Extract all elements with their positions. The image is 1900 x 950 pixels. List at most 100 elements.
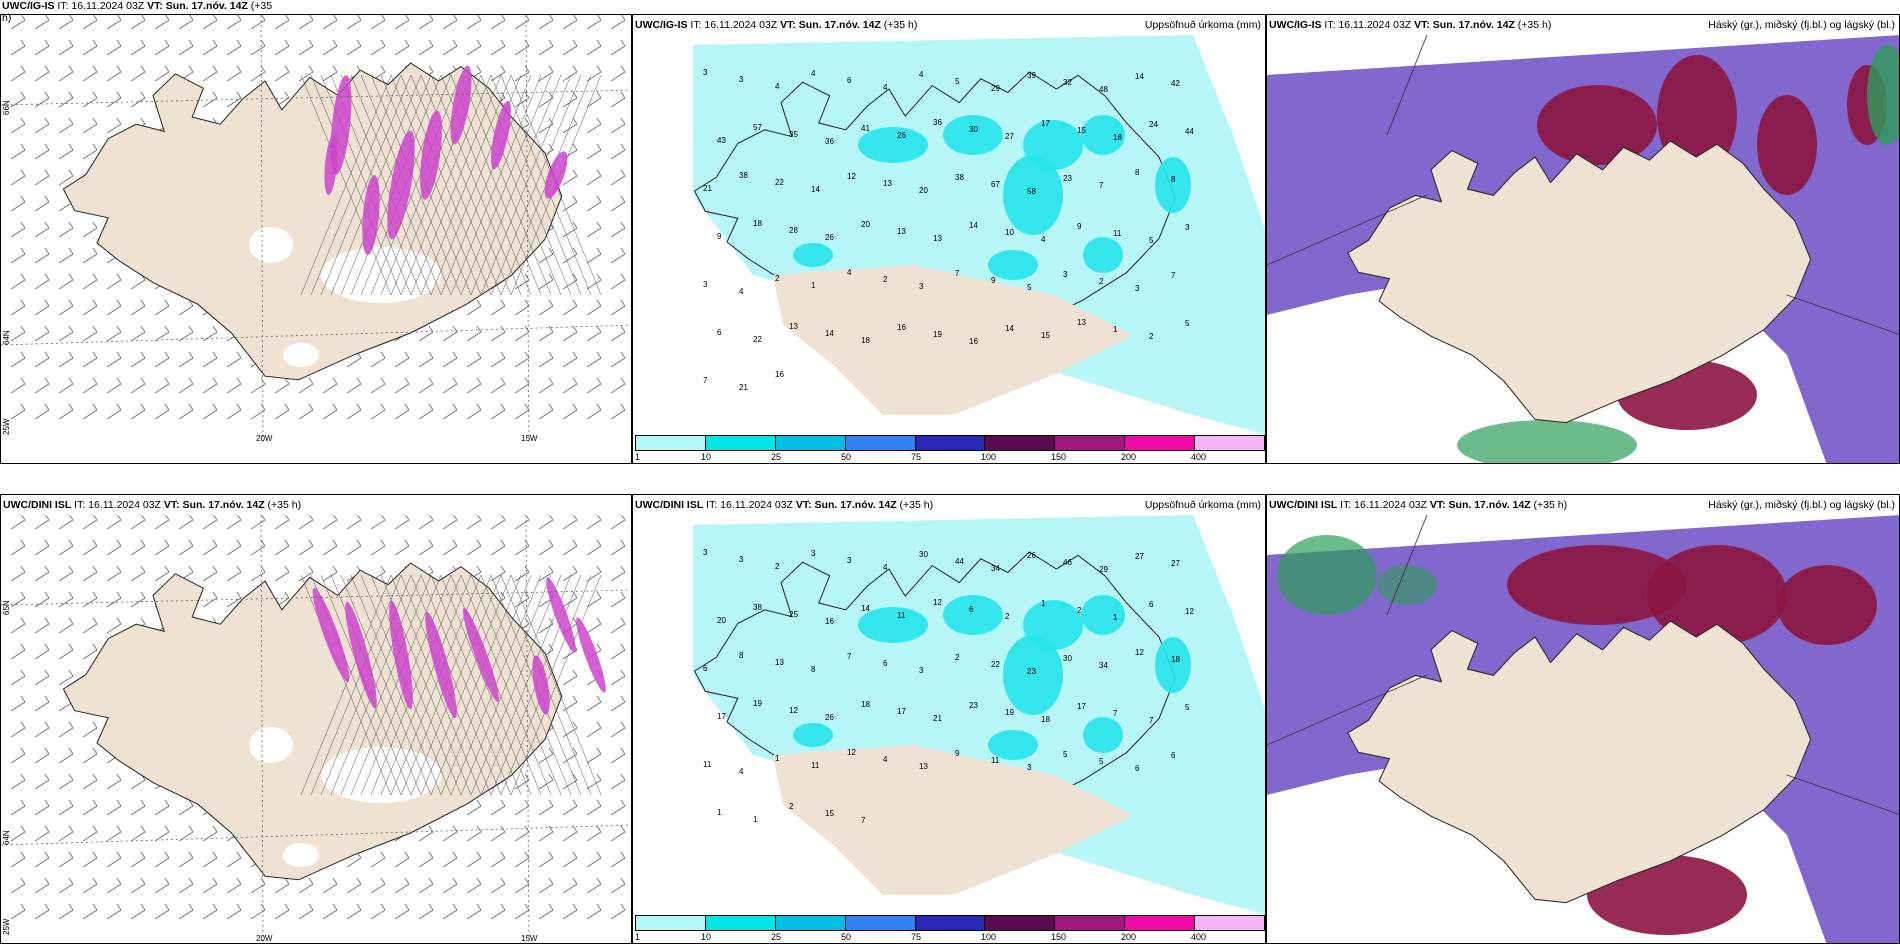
wind-barb (466, 515, 482, 530)
wind-barb (34, 773, 50, 790)
wind-barb (130, 851, 146, 868)
wind-barb (562, 195, 578, 212)
wind-barb (466, 325, 482, 342)
wind-barb (250, 565, 266, 582)
wind-barb (298, 377, 314, 394)
wind-barb (562, 903, 578, 920)
wind-barb (610, 773, 626, 790)
wind-barb (514, 851, 530, 868)
wind-barb (202, 377, 218, 394)
precip-value: 38 (753, 603, 762, 612)
wind-barb (58, 403, 74, 420)
wind-barb (130, 903, 146, 920)
wind-barb (106, 377, 122, 394)
cloud-low (1377, 565, 1437, 605)
wind-barb (10, 117, 26, 134)
wind-barb (82, 565, 98, 582)
title-clouds-2: UWC/DINI ISL IT: 16.11.2024 03Z VT: Sun.… (1269, 499, 1568, 511)
precip-value: 32 (1063, 78, 1072, 87)
wind-barb (58, 351, 74, 368)
wind-barb (106, 91, 122, 108)
wind-barb (226, 515, 242, 530)
precip-value: 7 (1099, 181, 1104, 190)
wind-barb (562, 877, 578, 894)
wind-barb (58, 799, 74, 816)
precip-value: 2 (883, 275, 888, 284)
panel-clouds-1: UWC/IG-IS IT: 16.11.2024 03Z VT: Sun. 17… (1266, 14, 1900, 464)
precip-value: 4 (775, 82, 780, 91)
wind-barb (538, 851, 554, 868)
wind-barb (562, 851, 578, 868)
wind-barb (610, 669, 626, 686)
wind-barb (34, 247, 50, 264)
colorbar-ticks-2: 1 10 25 50 75 100 150 200 400 (635, 932, 1265, 943)
precip-value: 19 (1005, 708, 1014, 717)
precip-value: 8 (811, 665, 816, 674)
wind-barb (106, 299, 122, 316)
precip-value: 1 (1113, 613, 1118, 622)
cloud-high (1507, 545, 1687, 625)
wind-barb (586, 221, 602, 238)
wind-barb (562, 39, 578, 56)
wind-barb (34, 643, 50, 660)
precip-value: 2 (955, 653, 960, 662)
wind-barb (82, 851, 98, 868)
wind-barb (154, 903, 170, 920)
wind-barb (562, 117, 578, 134)
wind-barb (34, 221, 50, 238)
wind-barb (226, 91, 242, 108)
wind-barb (298, 565, 314, 582)
wind-barb (298, 403, 314, 420)
wind-barb (514, 377, 530, 394)
wind-barb (538, 903, 554, 920)
wind-barb (106, 799, 122, 816)
wind-barb (82, 15, 98, 30)
precip-value: 39 (1027, 71, 1036, 80)
colorbar-tick: 25 (771, 452, 782, 462)
lat-label: 64N (2, 330, 11, 345)
wind-barb (610, 851, 626, 868)
colorbar-swatch (845, 436, 916, 450)
wind-barb (514, 877, 530, 894)
precip-value: 18 (753, 219, 762, 228)
wind-barb (370, 851, 386, 868)
wind-barb (490, 851, 506, 868)
wind-barb (178, 851, 194, 868)
wind-barb (562, 515, 578, 530)
wind-barb (490, 539, 506, 556)
wind-barb (154, 799, 170, 816)
wind-barb (34, 669, 50, 686)
precip-value: 19 (933, 330, 942, 339)
precip-value: 38 (739, 171, 748, 180)
wind-barb (34, 721, 50, 738)
wind-barb (274, 15, 290, 30)
wind-barb (10, 565, 26, 582)
precip-value: 7 (1171, 271, 1176, 280)
wind-barb (250, 539, 266, 556)
colorbar-tick: 75 (911, 452, 922, 462)
wind-barb (130, 299, 146, 316)
wind-barb (154, 565, 170, 582)
precip-values: 3323343044342646292727203825161411126212… (703, 548, 1194, 825)
precip-heavy (988, 250, 1038, 280)
precip-value: 30 (969, 125, 978, 134)
wind-barb (442, 539, 458, 556)
precip-value: 6 (1135, 764, 1140, 773)
precip-value: 2 (1149, 332, 1154, 341)
wind-barb (250, 515, 266, 530)
wind-barb (322, 515, 338, 530)
precip-value: 1 (717, 808, 722, 817)
precip-value: 13 (919, 762, 928, 771)
wind-barb (34, 169, 50, 186)
wind-barb (370, 403, 386, 420)
colorbar-swatch (636, 916, 706, 930)
precip-value: 3 (739, 75, 744, 84)
title-wind-snow-2: UWC/DINI ISL IT: 16.11.2024 03Z VT: Sun.… (3, 499, 302, 511)
wind-barb (58, 221, 74, 238)
colorbar-swatch (705, 916, 776, 930)
wind-barb (58, 143, 74, 160)
wind-barb (418, 851, 434, 868)
wind-barb (202, 877, 218, 894)
wind-barb (34, 617, 50, 634)
wind-barb (10, 65, 26, 82)
